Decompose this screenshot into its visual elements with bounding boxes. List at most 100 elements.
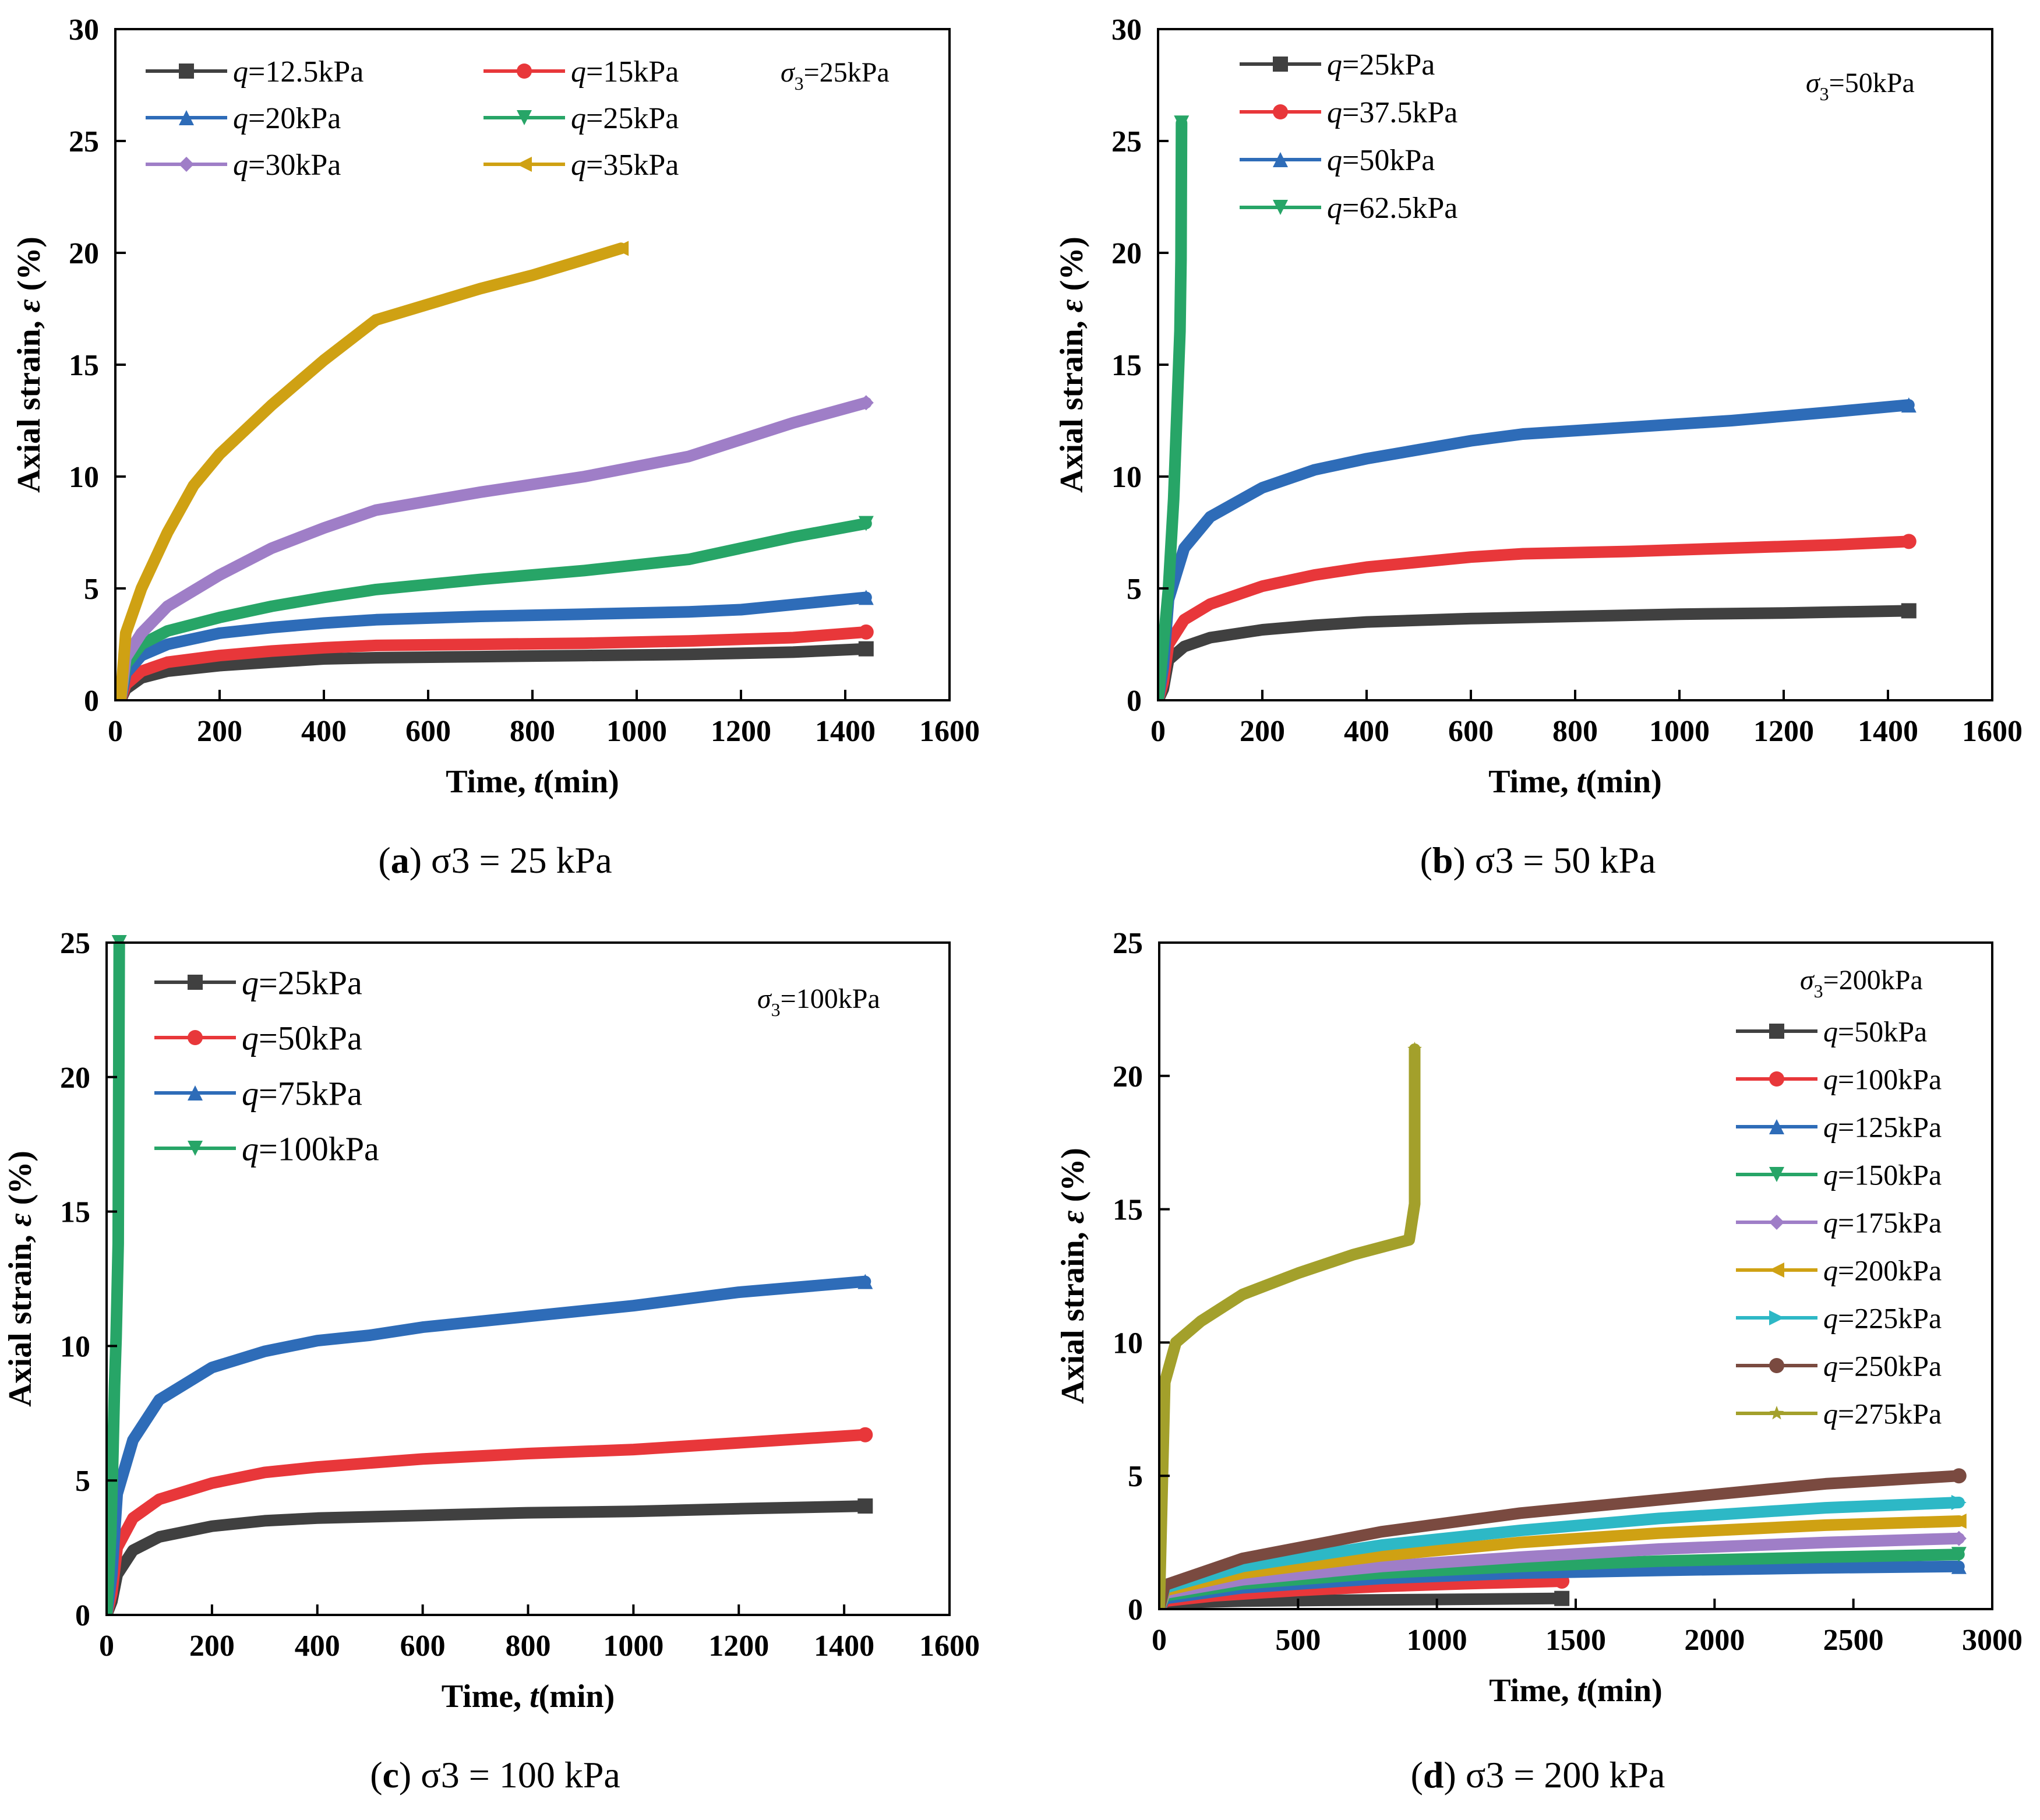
legend-marker-b-3: [1273, 152, 1288, 167]
x-tick-label-d-0: 0: [1152, 1624, 1167, 1657]
legend-marker-a-1: [179, 64, 194, 79]
legend-label-d-1: q=50kPa: [1823, 1015, 1927, 1048]
x-tick-label-a-2: 400: [301, 715, 347, 748]
x-tick-label-d-5: 2500: [1823, 1624, 1884, 1657]
x-tick-label-c-3: 600: [400, 1629, 446, 1663]
sigma3-annotation-a: σ3=25kPa: [781, 57, 890, 94]
x-tick-label-d-2: 1000: [1407, 1624, 1467, 1657]
x-tick-label-a-3: 600: [405, 715, 451, 748]
x-tick-label-b-4: 800: [1552, 715, 1598, 748]
series-line-b-1: [1158, 605, 1915, 700]
plot-frame-b: [1157, 28, 1993, 701]
x-tick-label-a-7: 1400: [815, 715, 876, 748]
series-line-b-4: [1158, 117, 1188, 700]
x-tick-label-a-4: 800: [510, 715, 555, 748]
x-tick-label-c-8: 1600: [919, 1629, 980, 1663]
chart-panel-a: 0 200 400 600 800 1000 1200 1400 1600 0 5 10 15 20 25 3…: [11, 13, 980, 800]
x-tick-label-d-1: 500: [1275, 1624, 1321, 1657]
y-tick-label-b-4: 20: [1111, 237, 1142, 270]
legend-label-c-4: q=100kPa: [242, 1130, 379, 1168]
y-axis-label-b: Axial strain, ε (%): [1054, 237, 1090, 493]
legend-marker-d-6: [1769, 1262, 1784, 1278]
x-tick-label-a-5: 1000: [606, 715, 667, 748]
series-end-marker-c-1: [857, 1498, 873, 1514]
x-tick-label-c-1: 200: [189, 1629, 235, 1663]
y-tick-label-a-0: 0: [84, 685, 99, 718]
caption-c: (c) σ3 = 100 kPa: [370, 1754, 620, 1796]
legend-label-d-8: q=250kPa: [1823, 1350, 1942, 1382]
x-axis-label-a: Time, t(min): [446, 764, 619, 800]
legend-label-c-2: q=50kPa: [242, 1019, 362, 1057]
series-end-marker-d-1: [1554, 1590, 1570, 1606]
x-tick-label-c-6: 1200: [708, 1629, 769, 1663]
chart-panel-b: 0 200 400 600 800 1000 1200 1400 1600 0 5 10 15 20 25 3…: [1054, 13, 2023, 800]
legend-label-d-2: q=100kPa: [1823, 1063, 1942, 1096]
y-tick-label-a-2: 10: [69, 461, 99, 494]
legend-c: q=25kPa q=50kPa q=75kPa q=100kPa: [154, 964, 379, 1168]
legend-marker-d-1: [1769, 1024, 1784, 1039]
x-tick-label-b-1: 200: [1240, 715, 1285, 748]
sigma3-annotation-d: σ3=200kPa: [1800, 965, 1923, 1001]
legend-label-a-5: q=30kPa: [233, 149, 341, 182]
legend-marker-a-2: [517, 64, 532, 79]
legend-label-a-6: q=35kPa: [571, 149, 679, 182]
legend-marker-a-3: [179, 110, 194, 125]
legend-label-b-3: q=50kPa: [1327, 144, 1435, 177]
series-line-d-8: [1159, 1470, 1965, 1609]
legend-label-d-6: q=200kPa: [1823, 1254, 1942, 1287]
x-tick-label-d-4: 2000: [1684, 1624, 1745, 1657]
series-line-a-4: [115, 517, 872, 700]
y-tick-label-c-1: 5: [75, 1465, 90, 1498]
series-line-c-4: [107, 943, 125, 1615]
series-line-d-9: [1159, 1043, 1421, 1609]
y-tick-label-d-2: 10: [1113, 1327, 1143, 1360]
legend-marker-d-5: [1769, 1215, 1784, 1230]
legend-marker-c-3: [188, 1085, 203, 1101]
x-tick-label-b-2: 400: [1344, 715, 1389, 748]
x-tick-label-c-5: 1000: [603, 1629, 663, 1663]
x-tick-label-a-1: 200: [197, 715, 242, 748]
y-tick-label-d-1: 5: [1128, 1460, 1143, 1493]
series-end-marker-d-9: [1407, 1042, 1422, 1056]
x-tick-label-c-7: 1400: [814, 1629, 874, 1663]
series-end-marker-a-3: [858, 590, 874, 605]
y-tick-label-c-3: 15: [60, 1196, 90, 1229]
legend-label-d-4: q=150kPa: [1823, 1159, 1942, 1191]
legend-marker-d-7: [1769, 1310, 1784, 1325]
legend-marker-d-8: [1769, 1358, 1784, 1373]
series-line-a-5: [115, 397, 872, 700]
x-tick-label-a-6: 1200: [711, 715, 771, 748]
x-tick-label-b-0: 0: [1150, 715, 1166, 748]
series-line-a-6: [115, 242, 627, 700]
y-tick-label-b-0: 0: [1127, 685, 1142, 718]
series-end-marker-b-4: [1174, 115, 1190, 131]
y-tick-label-b-6: 30: [1111, 13, 1142, 47]
series-end-marker-d-4: [1951, 1547, 1967, 1562]
series-end-marker-b-1: [1901, 603, 1917, 619]
y-axis-label-d: Axial strain, ε (%): [1055, 1148, 1091, 1404]
y-tick-label-d-3: 15: [1113, 1194, 1143, 1227]
series-end-marker-b-3: [1901, 397, 1917, 413]
y-tick-label-a-4: 20: [69, 237, 99, 270]
series-line-a-2: [115, 626, 872, 700]
series-end-marker-c-2: [857, 1427, 873, 1442]
legend-marker-d-4: [1769, 1167, 1784, 1182]
series-line-c-3: [107, 1275, 871, 1615]
series-line-a-3: [115, 591, 872, 700]
legend-marker-b-2: [1273, 104, 1288, 119]
y-tick-label-b-2: 10: [1111, 461, 1142, 494]
series-line-c-1: [107, 1500, 871, 1615]
legend-label-d-7: q=225kPa: [1823, 1302, 1942, 1335]
legend-marker-c-1: [188, 975, 203, 990]
x-tick-label-a-0: 0: [108, 715, 123, 748]
x-tick-label-b-8: 1600: [1962, 715, 2023, 748]
series-end-marker-a-5: [858, 395, 874, 411]
x-tick-label-d-3: 1500: [1545, 1624, 1606, 1657]
y-tick-label-c-5: 25: [60, 927, 90, 960]
sigma3-annotation-c: σ3=100kPa: [757, 983, 880, 1020]
series-end-marker-a-1: [858, 641, 874, 657]
x-tick-label-b-5: 1000: [1649, 715, 1710, 748]
y-tick-label-d-0: 0: [1128, 1593, 1143, 1627]
y-tick-label-c-4: 20: [60, 1061, 90, 1095]
